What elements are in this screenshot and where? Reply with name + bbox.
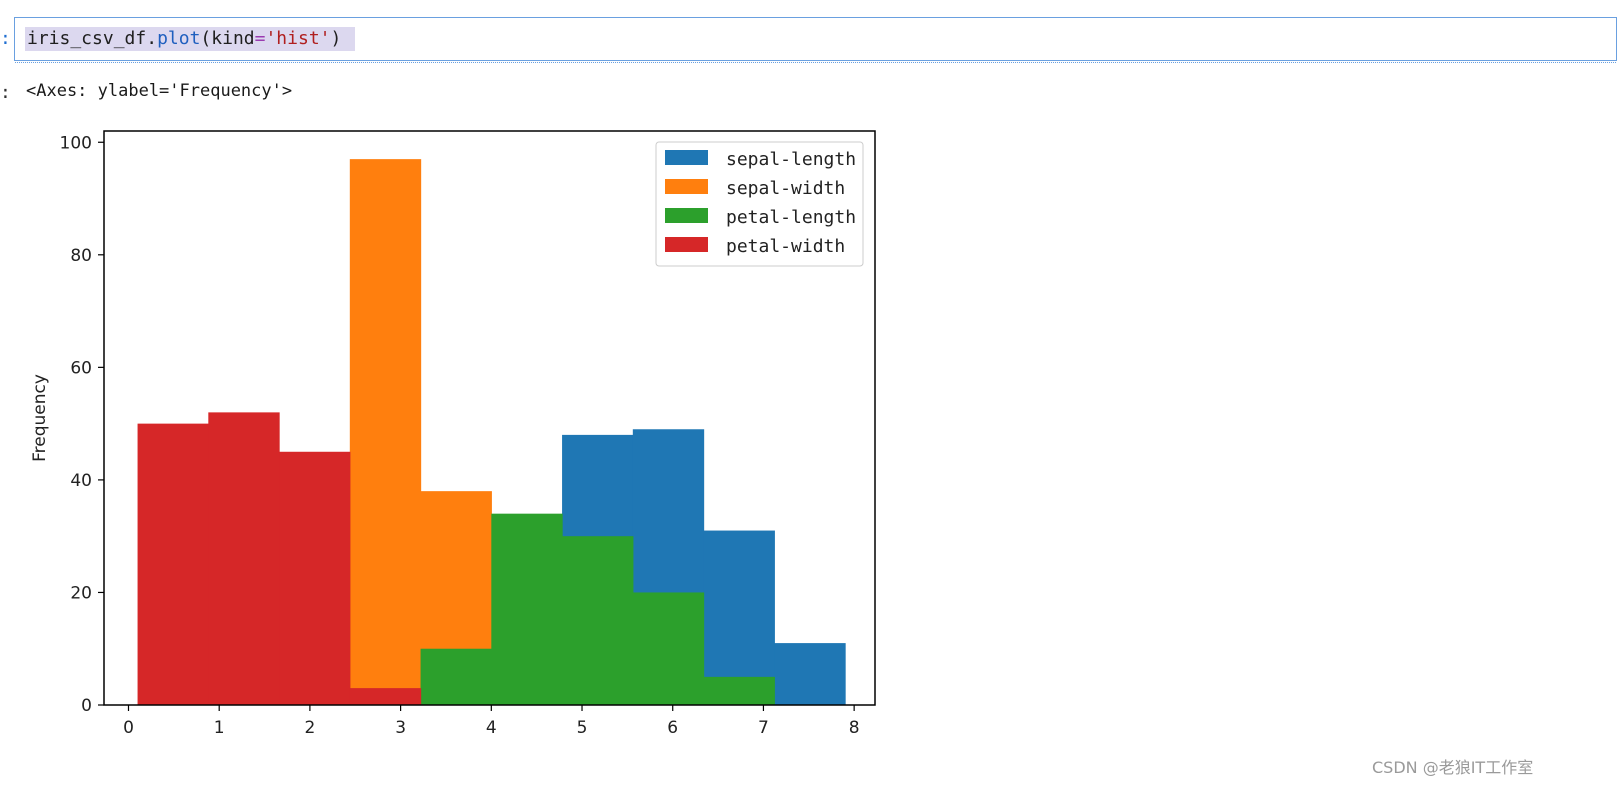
y-tick-label-60: 60: [70, 358, 92, 378]
legend-swatch-petal-length: [665, 208, 708, 223]
x-tick-label-0: 0: [123, 718, 134, 738]
bar-sepal-length-bin-8: [703, 530, 775, 705]
x-tick-label-4: 4: [486, 718, 497, 738]
x-tick-label-8: 8: [849, 718, 860, 738]
legend-label-sepal-length: sepal-length: [726, 149, 856, 170]
x-tick-label-2: 2: [304, 718, 315, 738]
bar-sepal-width-bin-3: [349, 159, 422, 705]
legend-label-sepal-width: sepal-width: [726, 178, 845, 199]
legend-label-petal-width: petal-width: [726, 236, 845, 257]
output-prompt-marker: :: [0, 82, 11, 103]
bar-petal-length-bin-7: [632, 592, 705, 705]
code-method: plot: [157, 28, 201, 49]
code-kwarg: kind: [211, 28, 255, 49]
code-equals: =: [254, 28, 266, 49]
legend-swatch-petal-width: [665, 237, 708, 252]
bar-petal-length-bin-4: [420, 648, 492, 705]
code-paren-open: (: [200, 28, 212, 49]
bar-petal-length-bin-6: [562, 536, 634, 705]
y-tick-label-0: 0: [81, 696, 92, 716]
input-prompt-marker: :: [0, 28, 11, 49]
code-variable: iris_csv_df: [27, 28, 147, 49]
bar-sepal-length-bin-9: [774, 643, 846, 705]
x-tick-label-3: 3: [395, 718, 406, 738]
legend-swatch-sepal-length: [665, 150, 708, 165]
code-string: 'hist': [265, 28, 331, 49]
bar-petal-width-bin-2: [279, 451, 351, 705]
x-tick-label-7: 7: [758, 718, 769, 738]
histogram-chart: 0 1 2 3 4 5 6 7 8020406080100Frequencysepal-leng…: [30, 130, 876, 738]
bar-petal-length-bin-8: [703, 676, 775, 705]
output-repr-text: <Axes: ylabel='Frequency'>: [26, 81, 293, 101]
code-cell-input[interactable]: iris_csv_df.plot(kind='hist'): [14, 17, 1617, 63]
y-tick-label-100: 100: [60, 133, 92, 153]
x-tick-label-6: 6: [667, 718, 678, 738]
legend-label-petal-length: petal-length: [726, 207, 856, 228]
bar-petal-width-bin-0: [137, 423, 209, 705]
y-tick-label-20: 20: [70, 583, 92, 603]
code-dot: .: [146, 28, 158, 49]
watermark: CSDN @老狼IT工作室: [1372, 758, 1534, 777]
code-paren-close: ): [330, 28, 342, 49]
legend-swatch-sepal-width: [665, 179, 708, 194]
code-line[interactable]: iris_csv_df.plot(kind='hist'): [25, 27, 356, 51]
plot-frame: [103, 130, 876, 706]
bar-petal-width-bin-3: [349, 688, 422, 705]
x-tick-label-5: 5: [577, 718, 588, 738]
x-tick-label-1: 1: [214, 718, 225, 738]
y-axis-label: Frequency: [30, 374, 50, 462]
legend-box: [655, 141, 864, 267]
y-tick-label-40: 40: [70, 471, 92, 491]
bar-petal-length-bin-5: [491, 513, 563, 705]
bar-petal-width-bin-1: [208, 412, 280, 705]
y-tick-label-80: 80: [70, 246, 92, 266]
